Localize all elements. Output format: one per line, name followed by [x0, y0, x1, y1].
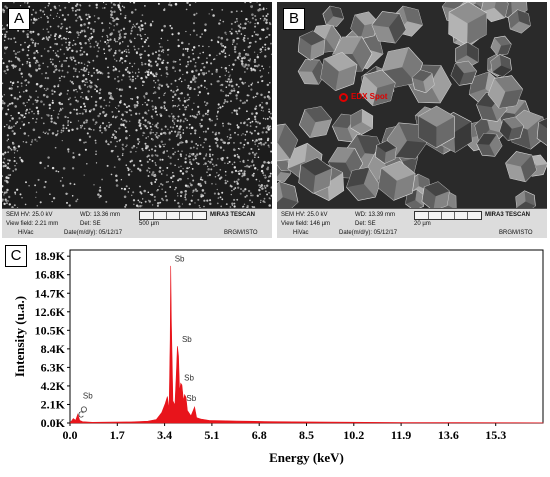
detector-label: Det: SE — [80, 221, 101, 227]
y-tick-label: 2.1K — [41, 397, 66, 411]
microscope-label: MIRA3 TESCAN — [485, 212, 530, 218]
y-axis-label: Intensity (u.a.) — [12, 296, 27, 377]
vacuum-label: HiVac — [18, 230, 34, 236]
x-tick-label: 13.6 — [438, 428, 459, 442]
panel-c-letter: C — [5, 245, 27, 267]
y-tick-label: 8.4K — [41, 342, 66, 356]
date-label: Date(m/d/y): 05/12/17 — [64, 230, 122, 236]
sem-panel-b: B EDX Spot SEM HV: 25.0 kV WD: 13.39 mm … — [277, 2, 547, 238]
vacuum-label: HiVac — [293, 230, 309, 236]
sem-image-a — [2, 2, 272, 208]
sem-image-b — [277, 2, 547, 208]
peak-label: Sb — [186, 394, 196, 403]
x-tick-label: 10.2 — [343, 428, 364, 442]
x-tick-label: 15.3 — [485, 428, 506, 442]
x-tick-label: 3.4 — [157, 428, 172, 442]
edx-spot-marker — [339, 93, 348, 102]
panel-a-letter: A — [8, 8, 30, 30]
eds-spectrum-chart: 0.0K2.1K4.2K6.3K8.4K10.5K12.6K14.7K16.8K… — [0, 240, 550, 472]
microscope-label: MIRA3 TESCAN — [210, 212, 255, 218]
detector-label: Det: SE — [355, 221, 376, 227]
plot-area — [70, 250, 543, 423]
peak-label: Sb — [175, 254, 185, 263]
scale-label: 20 µm — [414, 221, 431, 227]
edx-spot-label: EDX Spot — [351, 92, 387, 101]
peak-label: Sb — [182, 335, 192, 344]
y-tick-label: 14.7K — [35, 286, 66, 300]
sem-info-bar-a: SEM HV: 25.0 kV WD: 13.36 mm MIRA3 TESCA… — [2, 208, 272, 238]
x-tick-label: 1.7 — [110, 428, 125, 442]
scale-label: 500 µm — [139, 221, 159, 227]
peak-label: Sb — [184, 374, 194, 383]
lab-label: BRGM/ISTO — [499, 230, 533, 236]
panel-b-letter: B — [283, 8, 305, 30]
y-tick-label: 6.3K — [41, 360, 66, 374]
x-tick-label: 8.5 — [299, 428, 314, 442]
x-tick-label: 11.9 — [391, 428, 411, 442]
sem-info-bar-b: SEM HV: 25.0 kV WD: 13.39 mm MIRA3 TESCA… — [277, 208, 547, 238]
y-tick-label: 12.6K — [35, 305, 66, 319]
peak-label: Sb — [83, 391, 93, 400]
x-axis-label: Energy (keV) — [269, 450, 344, 465]
sem-panel-a: A SEM HV: 25.0 kV WD: 13.36 mm MIRA3 TES… — [2, 2, 272, 238]
x-tick-label: 6.8 — [252, 428, 267, 442]
wd-label: WD: 13.39 mm — [355, 212, 395, 218]
view-field-label: View field: 2.21 mm — [6, 221, 58, 227]
sem-hv-label: SEM HV: 25.0 kV — [6, 212, 52, 218]
y-tick-label: 4.2K — [41, 379, 66, 393]
y-tick-label: 16.8K — [35, 268, 66, 282]
sem-hv-label: SEM HV: 25.0 kV — [281, 212, 327, 218]
lab-label: BRGM/ISTO — [224, 230, 258, 236]
wd-label: WD: 13.36 mm — [80, 212, 120, 218]
x-tick-label: 0.0 — [63, 428, 78, 442]
scale-bar — [414, 211, 482, 220]
date-label: Date(m/d/y): 05/12/17 — [339, 230, 397, 236]
x-tick-label: 5.1 — [204, 428, 219, 442]
y-tick-label: 18.9K — [35, 249, 66, 263]
view-field-label: View field: 146 µm — [281, 221, 330, 227]
scale-bar — [139, 211, 207, 220]
y-tick-label: 10.5K — [35, 323, 66, 337]
